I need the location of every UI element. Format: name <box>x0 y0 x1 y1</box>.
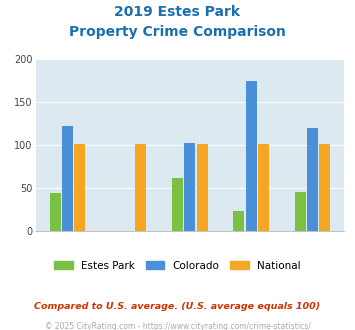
Bar <box>62 126 73 231</box>
Bar <box>197 144 208 231</box>
Bar <box>74 144 85 231</box>
Bar <box>246 81 257 231</box>
Text: Compared to U.S. average. (U.S. average equals 100): Compared to U.S. average. (U.S. average … <box>34 302 321 311</box>
Bar <box>295 192 306 231</box>
Bar <box>50 193 61 231</box>
Text: Property Crime Comparison: Property Crime Comparison <box>69 25 286 39</box>
Bar <box>258 144 269 231</box>
Bar <box>172 178 183 231</box>
Text: 2019 Estes Park: 2019 Estes Park <box>115 5 240 19</box>
Text: © 2025 CityRating.com - https://www.cityrating.com/crime-statistics/: © 2025 CityRating.com - https://www.city… <box>45 322 310 330</box>
Bar <box>184 143 196 231</box>
Bar <box>307 128 318 231</box>
Bar <box>319 144 330 231</box>
Legend: Estes Park, Colorado, National: Estes Park, Colorado, National <box>51 257 304 274</box>
Bar <box>234 211 245 231</box>
Bar <box>135 144 146 231</box>
